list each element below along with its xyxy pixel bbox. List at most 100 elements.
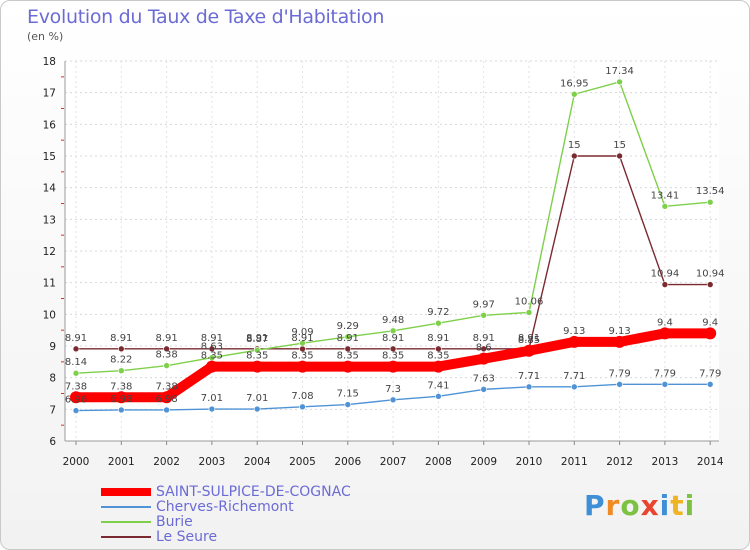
x-tick-label: 2004 xyxy=(244,456,271,468)
data-point xyxy=(387,360,400,373)
data-label: 7.71 xyxy=(563,371,585,382)
data-label: 8.91 xyxy=(246,333,268,344)
data-point xyxy=(72,407,80,414)
data-label: 9.4 xyxy=(702,317,718,328)
data-point xyxy=(341,360,354,373)
data-point xyxy=(568,335,581,348)
data-label: 7.79 xyxy=(699,368,721,379)
y-tick-label: 15 xyxy=(43,151,56,163)
data-label: 8.91 xyxy=(201,333,223,344)
data-label: 8.35 xyxy=(246,351,268,362)
legend-item: Burie xyxy=(101,513,351,530)
data-point xyxy=(704,327,717,340)
data-label: 8.22 xyxy=(110,355,132,366)
data-label: 8.63 xyxy=(201,342,223,353)
data-point xyxy=(616,152,623,160)
chart-subtitle: (en %) xyxy=(27,30,64,43)
data-label: 8.91 xyxy=(291,333,313,344)
y-tick-label: 18 xyxy=(43,56,56,68)
data-point xyxy=(477,352,490,365)
y-tick-label: 12 xyxy=(43,246,56,258)
data-label: 6.98 xyxy=(155,394,177,405)
legend-item: Le Seure xyxy=(101,528,351,545)
logo-letter: o xyxy=(620,489,641,522)
logo-letter: P xyxy=(584,489,606,522)
legend-label: Le Seure xyxy=(156,528,218,545)
data-point xyxy=(72,369,80,377)
legend-swatch xyxy=(101,487,151,496)
logo-letter: r xyxy=(605,489,621,522)
data-label: 8.35 xyxy=(382,351,404,362)
data-point xyxy=(570,383,578,391)
data-label: 10.06 xyxy=(515,296,544,307)
data-label: 9.72 xyxy=(427,307,449,318)
data-label: 8.85 xyxy=(518,335,540,346)
data-point xyxy=(253,346,261,354)
data-label: 13.41 xyxy=(651,190,680,201)
data-point xyxy=(570,90,578,98)
data-point xyxy=(70,391,82,404)
data-label: 7.15 xyxy=(337,389,359,400)
data-label: 8.38 xyxy=(155,350,177,361)
data-label: 9.13 xyxy=(563,326,585,337)
data-point xyxy=(435,319,442,327)
y-tick-label: 16 xyxy=(43,119,57,131)
data-label: 13.54 xyxy=(696,186,725,197)
data-point xyxy=(118,345,125,353)
data-label: 9.97 xyxy=(473,299,495,310)
data-point xyxy=(208,405,216,413)
chart-title: Evolution du Taux de Taxe d'Habitation xyxy=(27,6,385,28)
legend-label: SAINT-SULPICE-DE-COGNAC xyxy=(156,483,351,500)
data-point xyxy=(525,309,533,316)
data-label: 9.4 xyxy=(657,317,673,328)
legend: SAINT-SULPICE-DE-COGNAC Cherves-Richemon… xyxy=(101,483,351,545)
data-point xyxy=(205,360,218,373)
data-label: 8.14 xyxy=(65,357,87,368)
data-label: 9.29 xyxy=(337,321,359,332)
data-label: 8.91 xyxy=(337,333,359,344)
data-point xyxy=(661,281,669,288)
data-label: 10.94 xyxy=(696,269,725,280)
y-tick-label: 13 xyxy=(43,214,56,226)
legend-swatch xyxy=(101,535,151,538)
data-label: 7.3 xyxy=(385,384,401,395)
data-label: 8.35 xyxy=(337,351,359,362)
legend-swatch xyxy=(101,505,151,508)
data-label: 8.35 xyxy=(201,351,223,362)
data-point xyxy=(296,360,309,373)
data-label: 7.38 xyxy=(155,381,177,392)
data-point xyxy=(344,345,352,353)
data-point xyxy=(253,405,261,413)
data-point xyxy=(72,345,80,353)
legend-swatch xyxy=(101,520,151,523)
data-point xyxy=(480,345,488,353)
data-label: 8.91 xyxy=(518,333,540,344)
x-tick-label: 2001 xyxy=(108,456,135,468)
data-point xyxy=(706,198,714,206)
data-point xyxy=(344,401,352,408)
x-tick-label: 2007 xyxy=(380,456,407,468)
data-point xyxy=(163,345,170,353)
y-tick-label: 11 xyxy=(43,278,56,290)
data-point xyxy=(208,345,216,353)
data-point xyxy=(706,281,714,288)
data-point xyxy=(299,339,306,347)
data-label: 10.94 xyxy=(651,269,680,280)
data-label: 7.79 xyxy=(654,368,676,379)
data-point xyxy=(616,381,623,388)
x-tick-label: 2000 xyxy=(63,456,90,468)
data-label: 9.09 xyxy=(291,327,313,338)
data-label: 8.91 xyxy=(65,333,87,344)
logo-letter: i xyxy=(684,489,696,522)
data-point xyxy=(435,345,442,353)
y-tick-label: 10 xyxy=(43,309,56,321)
legend-item: Cherves-Richemont xyxy=(101,499,351,515)
data-label: 15 xyxy=(613,140,626,151)
x-tick-label: 2006 xyxy=(334,456,361,468)
data-label: 8.91 xyxy=(110,333,132,344)
data-point xyxy=(115,391,128,404)
data-label: 8.91 xyxy=(427,333,449,344)
legend-label: Burie xyxy=(156,513,193,530)
data-label: 17.34 xyxy=(605,66,634,77)
